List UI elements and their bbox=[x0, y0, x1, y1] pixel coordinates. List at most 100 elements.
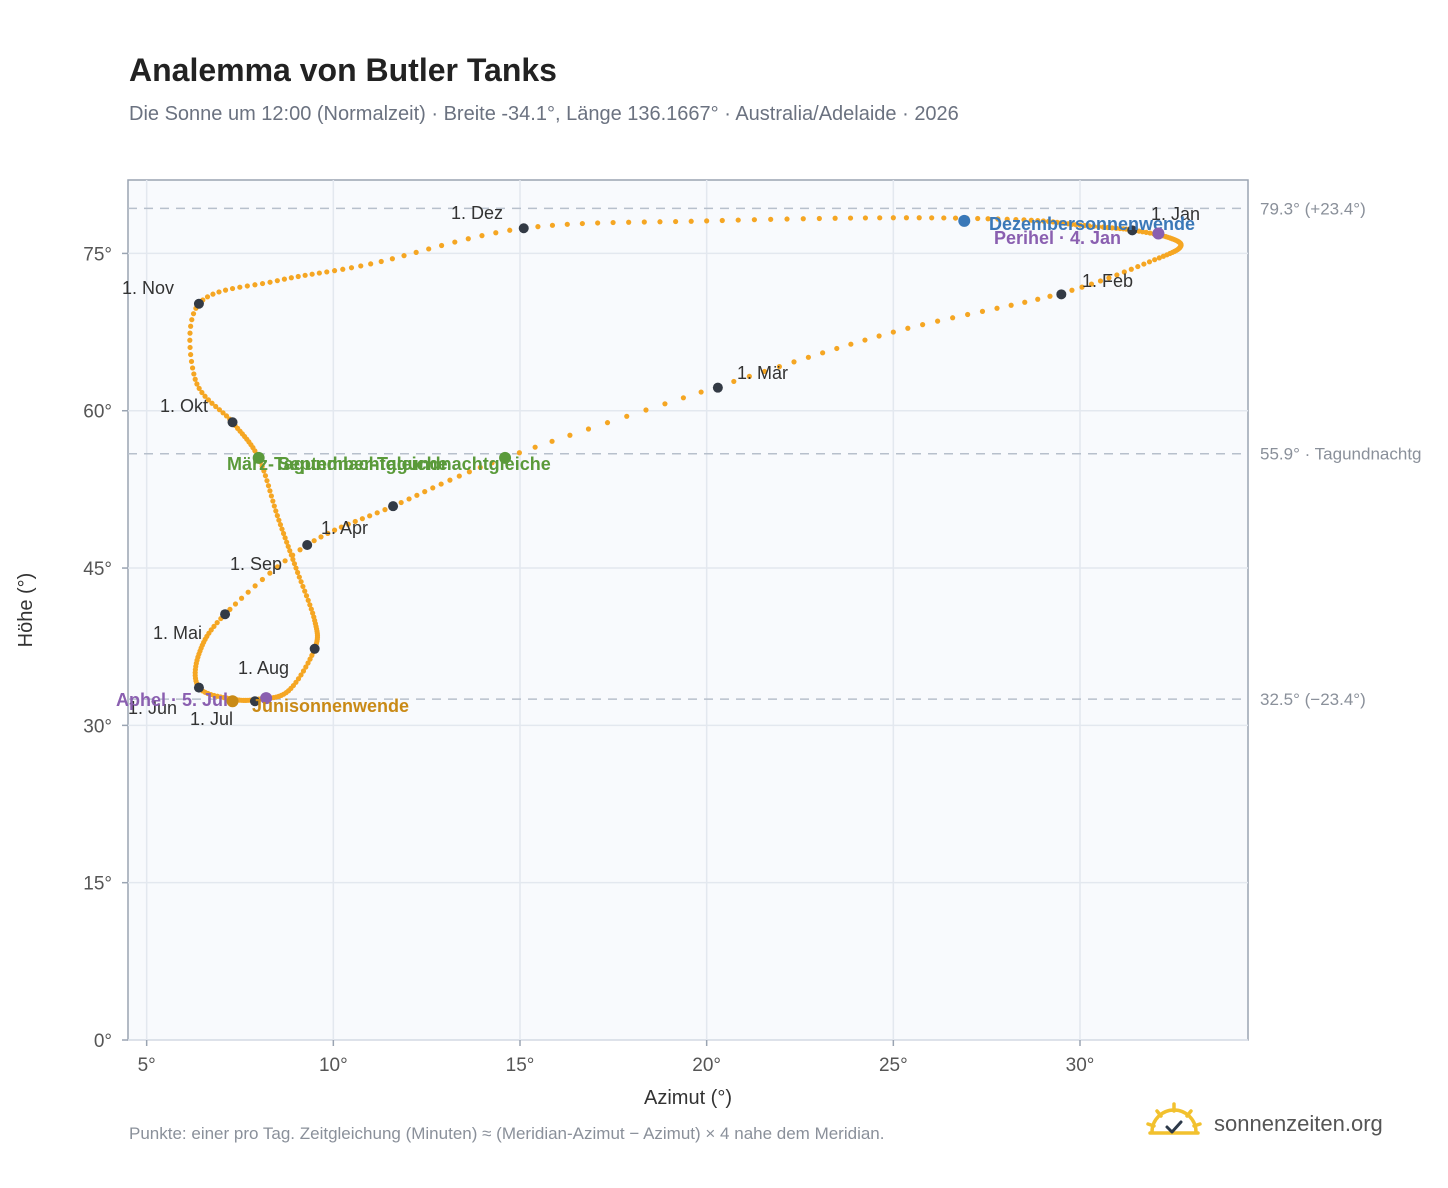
day-point bbox=[426, 246, 432, 252]
day-point bbox=[549, 438, 555, 444]
y-axis-label: Höhe (°) bbox=[15, 573, 37, 648]
day-point bbox=[834, 345, 840, 352]
day-point bbox=[447, 477, 453, 483]
day-point bbox=[1035, 217, 1041, 224]
day-point bbox=[374, 510, 380, 516]
day-point bbox=[214, 620, 220, 626]
day-point bbox=[847, 215, 854, 221]
day-point bbox=[331, 268, 338, 274]
day-point bbox=[293, 565, 299, 571]
day-point bbox=[624, 413, 630, 419]
day-point bbox=[378, 258, 384, 265]
brand-name[interactable]: sonnenzeiten.org bbox=[1214, 1111, 1383, 1136]
day-point bbox=[465, 236, 471, 242]
day-point bbox=[229, 285, 236, 292]
day-point bbox=[307, 602, 313, 608]
day-point bbox=[776, 364, 782, 370]
day-point bbox=[406, 496, 412, 502]
day-point bbox=[382, 507, 388, 513]
day-point bbox=[318, 534, 324, 540]
day-point bbox=[389, 256, 395, 262]
day-point bbox=[204, 294, 211, 300]
event-label: Perihel · 4. Jan bbox=[994, 228, 1121, 248]
day-point bbox=[194, 381, 200, 387]
day-point bbox=[261, 468, 267, 474]
day-point bbox=[300, 583, 306, 590]
event-marker bbox=[958, 214, 971, 227]
month-marker bbox=[249, 696, 260, 707]
day-point bbox=[516, 450, 522, 456]
month-label: 1. Jul bbox=[190, 709, 233, 729]
y-tick-label: 0° bbox=[94, 1031, 112, 1052]
x-tick-label: 5° bbox=[138, 1055, 156, 1076]
day-point bbox=[273, 508, 279, 514]
day-point bbox=[188, 323, 194, 329]
month-marker bbox=[1127, 225, 1138, 236]
day-point bbox=[1013, 216, 1019, 223]
day-point bbox=[340, 266, 346, 272]
day-point bbox=[189, 365, 196, 371]
x-axis-label: Azimut (°) bbox=[644, 1087, 732, 1109]
month-marker bbox=[388, 501, 399, 512]
day-point bbox=[259, 576, 265, 583]
event-marker bbox=[252, 451, 265, 464]
month-marker bbox=[193, 682, 204, 693]
day-point bbox=[252, 583, 258, 589]
day-point bbox=[298, 579, 304, 585]
day-point bbox=[213, 403, 219, 410]
day-point bbox=[698, 389, 704, 395]
brand[interactable]: sonnenzeiten.org bbox=[1146, 1102, 1383, 1146]
day-point bbox=[662, 401, 668, 407]
day-point bbox=[585, 426, 592, 432]
day-point bbox=[920, 322, 926, 328]
day-point bbox=[295, 676, 302, 682]
day-point bbox=[401, 253, 407, 259]
day-point bbox=[1079, 284, 1085, 290]
footnote: Punkte: einer pro Tag. Zeitgleichung (Mi… bbox=[129, 1124, 885, 1143]
y-tick-label: 60° bbox=[83, 402, 112, 423]
day-point bbox=[1054, 219, 1060, 225]
day-point bbox=[252, 282, 258, 288]
plot-background bbox=[127, 179, 1249, 1041]
day-point bbox=[295, 569, 301, 576]
day-point bbox=[479, 233, 485, 239]
day-point bbox=[274, 564, 281, 570]
day-point bbox=[280, 530, 287, 537]
day-point bbox=[199, 389, 205, 396]
x-tick-label: 30° bbox=[1066, 1055, 1095, 1076]
reference-line-label: 55.9° · Tagundnachtg bbox=[1260, 445, 1422, 464]
day-point bbox=[719, 217, 725, 224]
day-point bbox=[941, 215, 947, 221]
day-point bbox=[220, 410, 226, 416]
day-point bbox=[211, 623, 217, 629]
day-point bbox=[876, 333, 882, 339]
day-point bbox=[267, 570, 273, 576]
y-tick-label: 45° bbox=[83, 559, 112, 580]
event-marker bbox=[1152, 227, 1165, 240]
day-point bbox=[188, 351, 194, 358]
day-point bbox=[305, 597, 311, 603]
y-tick-label: 30° bbox=[83, 716, 112, 737]
day-point bbox=[274, 513, 280, 519]
day-point bbox=[244, 283, 250, 289]
y-tick-label: 15° bbox=[83, 874, 112, 895]
month-marker bbox=[302, 539, 313, 550]
day-point bbox=[1128, 266, 1134, 272]
day-point bbox=[438, 481, 444, 487]
event-marker bbox=[260, 692, 273, 705]
day-point bbox=[232, 601, 239, 607]
day-point bbox=[848, 341, 854, 347]
month-label: 1. Okt bbox=[160, 396, 208, 416]
day-point bbox=[188, 358, 195, 365]
day-point bbox=[549, 222, 556, 228]
day-point bbox=[316, 270, 322, 276]
day-point bbox=[296, 574, 302, 580]
event-label: September-Tagundnachtgleiche bbox=[278, 454, 551, 474]
month-marker bbox=[518, 223, 529, 234]
day-point bbox=[1021, 217, 1027, 223]
day-point bbox=[1040, 218, 1047, 224]
day-point bbox=[643, 407, 649, 413]
day-point bbox=[735, 217, 741, 223]
day-point bbox=[310, 610, 316, 616]
day-point bbox=[507, 227, 513, 233]
